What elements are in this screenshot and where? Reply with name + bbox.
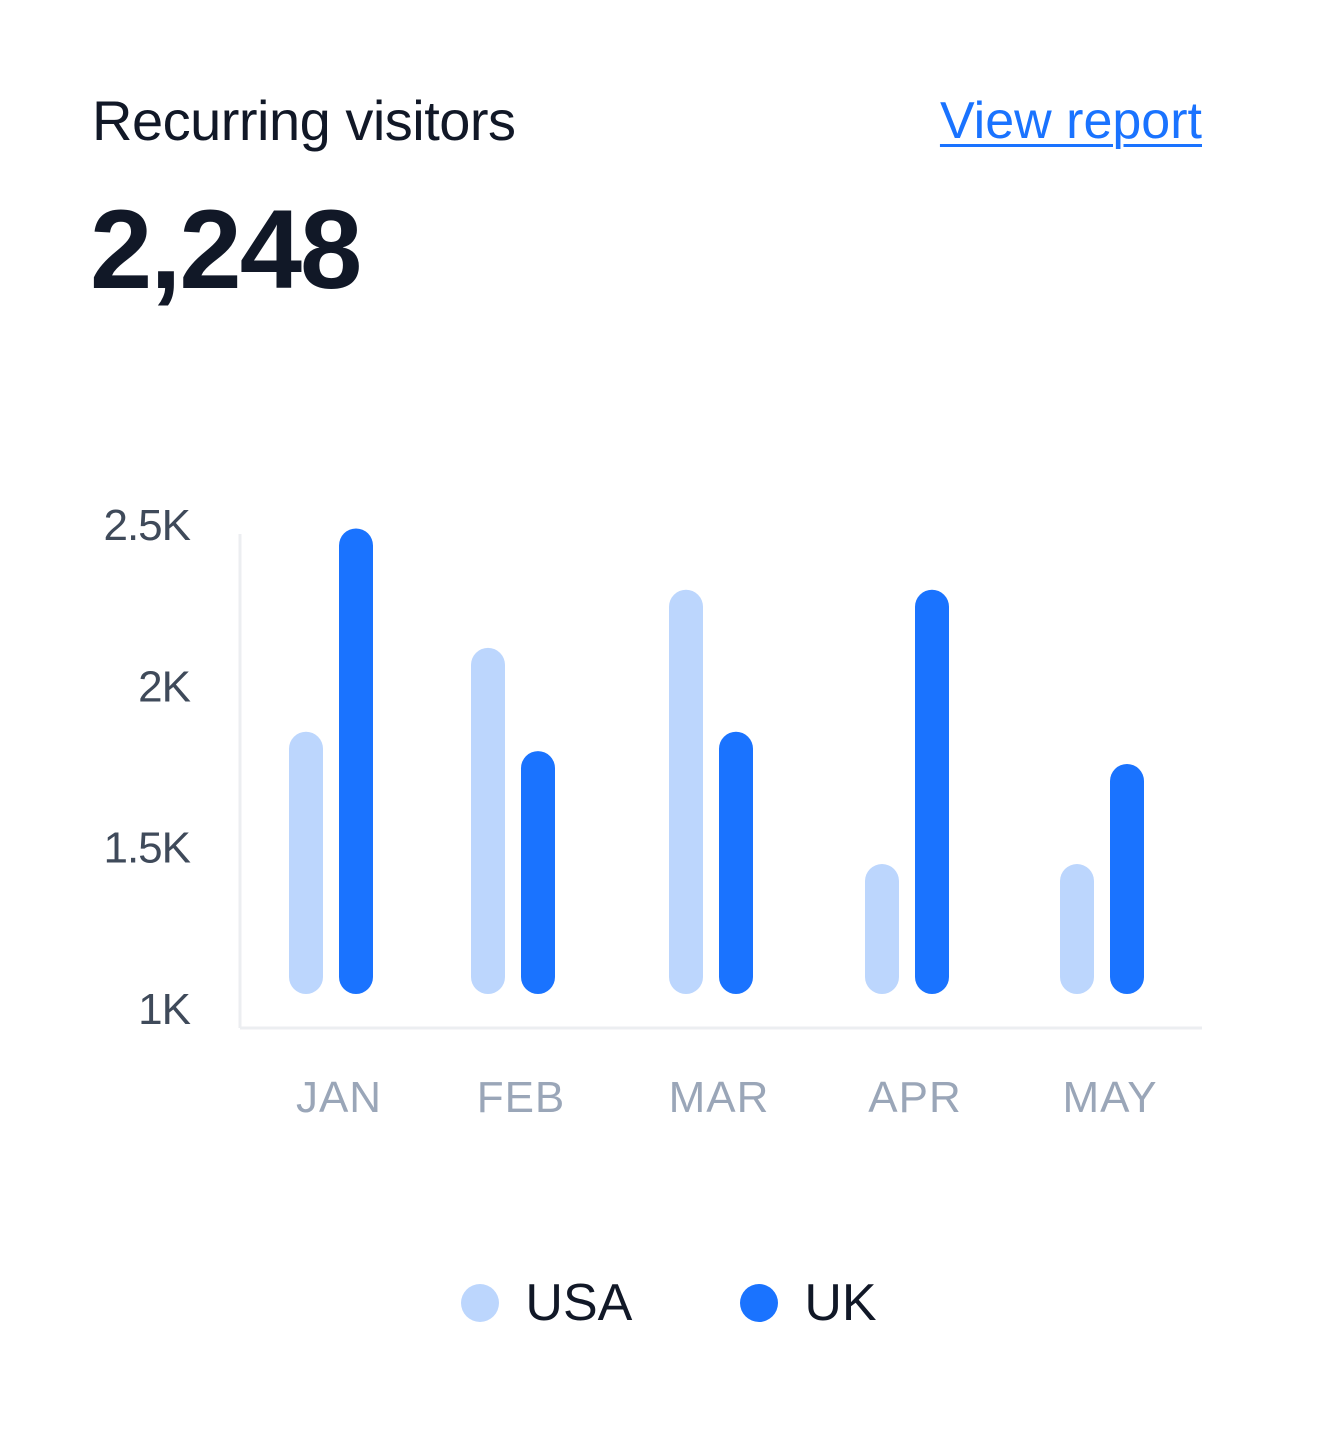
card-title: Recurring visitors (92, 89, 516, 152)
bar-uk-apr (915, 589, 949, 994)
x-tick-label: APR (868, 1073, 961, 1122)
total-visitors-value: 2,248 (90, 187, 362, 312)
x-tick-label: MAY (1062, 1073, 1157, 1122)
y-tick-label: 1.5K (103, 824, 190, 873)
legend-item-uk: UK (740, 1273, 877, 1333)
view-report-link[interactable]: View report (939, 92, 1202, 150)
y-tick-label: 2.5K (103, 501, 190, 550)
bar-uk-mar (719, 731, 753, 994)
x-tick-label: FEB (477, 1073, 566, 1122)
legend-dot-usa (461, 1284, 500, 1322)
legend-label-usa: USA (525, 1274, 633, 1332)
bar-uk-may (1110, 764, 1144, 994)
bar-usa-jan (289, 731, 323, 994)
bar-uk-jan (339, 528, 373, 994)
bar-usa-feb (471, 647, 505, 994)
chart-legend: USA UK (0, 1268, 1338, 1338)
visitors-bar-chart: 1K 1.5K 2K 2.5K JAN FEB MAR APR MAY (103, 501, 1202, 1122)
bar-usa-apr (865, 864, 899, 994)
y-tick-label: 1K (138, 985, 190, 1034)
legend-label-uk: UK (804, 1274, 877, 1332)
legend-dot-uk (740, 1284, 779, 1322)
bar-usa-may (1060, 864, 1094, 994)
bar-usa-mar (669, 589, 703, 994)
x-tick-label: JAN (296, 1073, 382, 1122)
x-tick-label: MAR (669, 1073, 770, 1122)
legend-item-usa: USA (461, 1273, 632, 1333)
y-tick-label: 2K (138, 662, 190, 711)
bar-uk-feb (521, 751, 555, 994)
